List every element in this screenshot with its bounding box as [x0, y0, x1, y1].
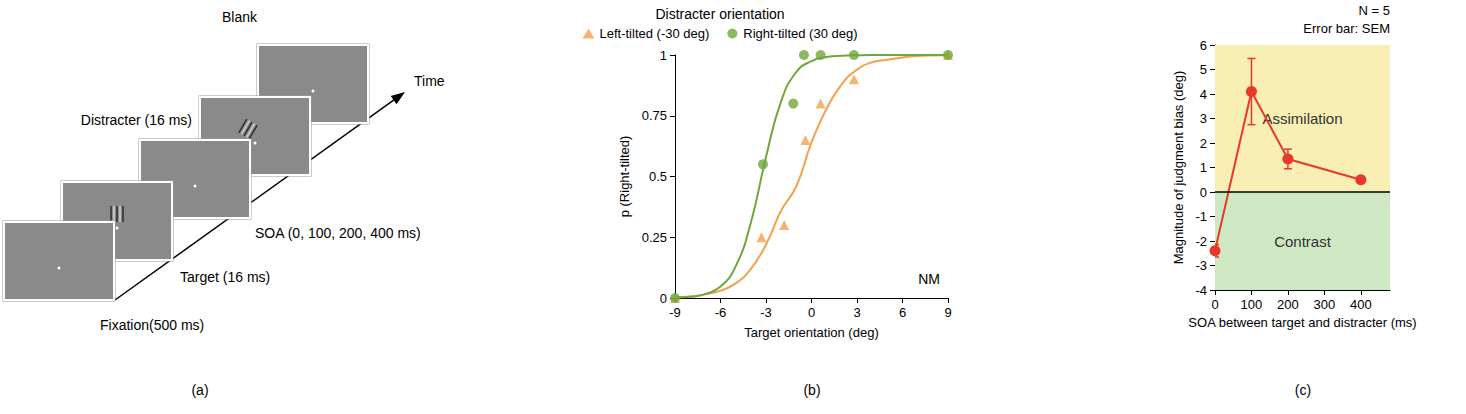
svg-text:Right-tilted (30 deg): Right-tilted (30 deg)	[743, 26, 857, 41]
svg-text:-4: -4	[1195, 283, 1207, 298]
svg-text:4: 4	[1200, 87, 1207, 102]
svg-text:Left-tilted (-30 deg): Left-tilted (-30 deg)	[599, 26, 709, 41]
html-text:(a): (a)	[191, 382, 209, 398]
svg-text:0.25: 0.25	[642, 230, 667, 245]
svg-text:-1: -1	[1195, 209, 1207, 224]
svg-text:Distracter orientation: Distracter orientation	[655, 6, 784, 22]
svg-text:Error bar: SEM: Error bar: SEM	[1303, 21, 1390, 36]
svg-text:200: 200	[1277, 297, 1299, 312]
svg-text:-2: -2	[1195, 234, 1207, 249]
svg-text:-3: -3	[760, 305, 772, 320]
html-text:(c): (c)	[1294, 382, 1312, 398]
svg-text:100: 100	[1241, 297, 1263, 312]
svg-text:6: 6	[899, 305, 906, 320]
svg-text:9: 9	[944, 305, 951, 320]
svg-text:p (Right-tilted): p (Right-tilted)	[617, 136, 632, 218]
svg-text:N = 5: N = 5	[1359, 3, 1390, 18]
svg-text:NM: NM	[918, 271, 940, 287]
svg-text:1: 1	[660, 48, 667, 63]
svg-text:Blank: Blank	[222, 9, 258, 25]
svg-text:400: 400	[1350, 297, 1372, 312]
svg-text:0: 0	[1200, 185, 1207, 200]
svg-text:6: 6	[1200, 38, 1207, 53]
svg-text:-3: -3	[1195, 258, 1207, 273]
svg-text:SOA between target and distrac: SOA between target and distracter (ms)	[1188, 315, 1416, 330]
html-text:(b): (b)	[803, 382, 821, 398]
svg-text:Target (16 ms): Target (16 ms)	[180, 269, 270, 285]
svg-text:Time: Time	[414, 73, 445, 89]
svg-text:2: 2	[1200, 136, 1207, 151]
svg-text:Contrast: Contrast	[1274, 233, 1332, 250]
svg-text:3: 3	[1200, 111, 1207, 126]
svg-text:Fixation(500 ms): Fixation(500 ms)	[100, 317, 204, 333]
svg-text:0: 0	[1211, 297, 1218, 312]
svg-text:Magnitude of judgment bias (de: Magnitude of judgment bias (deg)	[1171, 71, 1186, 265]
svg-text:Assimilation: Assimilation	[1262, 110, 1342, 127]
svg-text:0.75: 0.75	[642, 108, 667, 123]
svg-text:Target orientation (deg): Target orientation (deg)	[744, 325, 878, 340]
svg-text:0.5: 0.5	[649, 169, 667, 184]
svg-text:-6: -6	[715, 305, 727, 320]
svg-text:5: 5	[1200, 62, 1207, 77]
svg-text:Distracter (16 ms): Distracter (16 ms)	[81, 112, 192, 128]
svg-text:300: 300	[1314, 297, 1336, 312]
svg-text:0: 0	[660, 291, 667, 306]
svg-text:0: 0	[808, 305, 815, 320]
svg-text:3: 3	[853, 305, 860, 320]
svg-text:1: 1	[1200, 160, 1207, 175]
svg-text:-9: -9	[669, 305, 681, 320]
svg-text:SOA (0, 100, 200, 400 ms): SOA (0, 100, 200, 400 ms)	[255, 225, 421, 241]
